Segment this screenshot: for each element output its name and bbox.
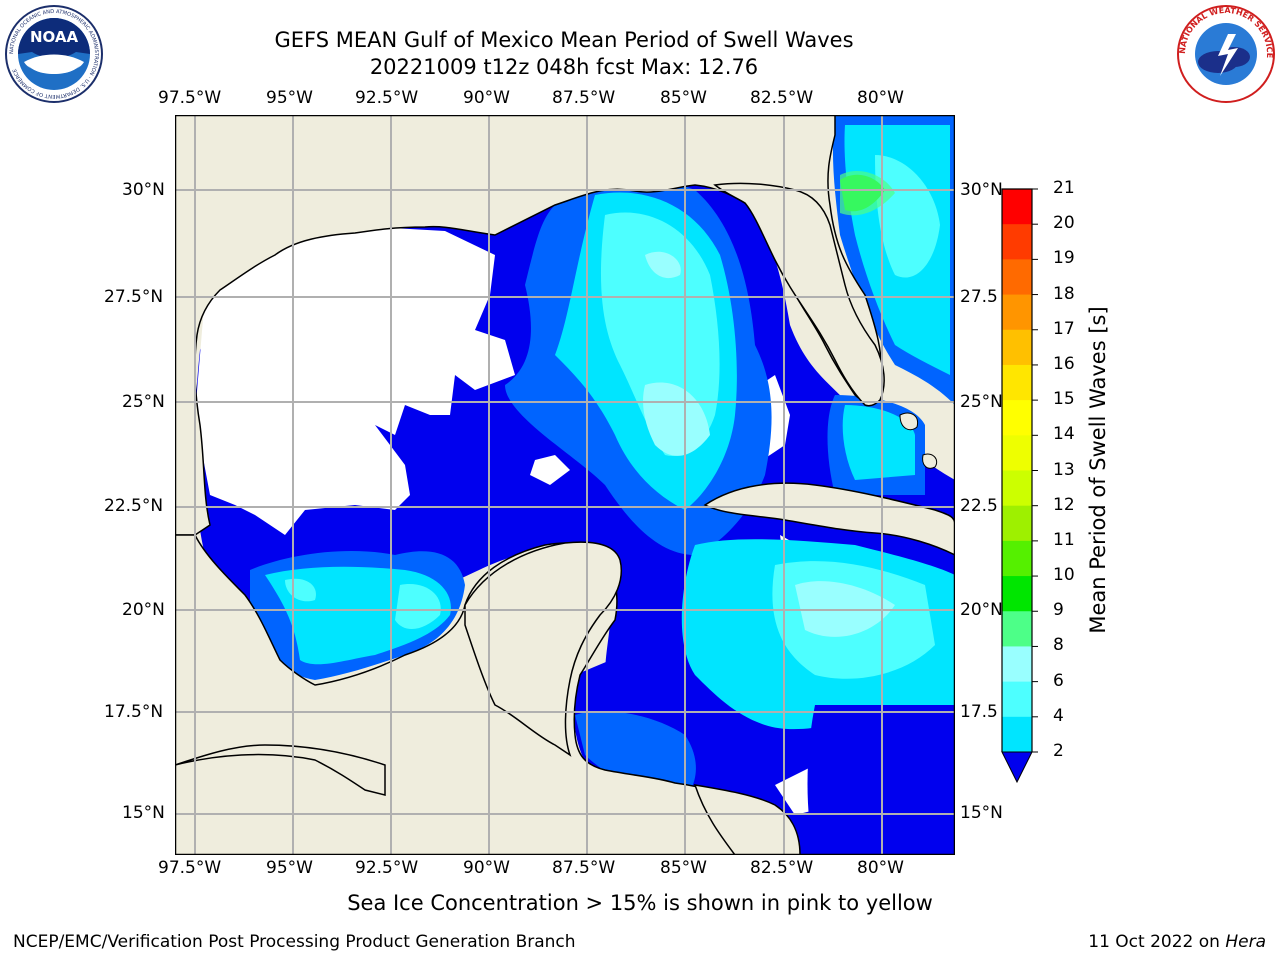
colorbar-segment [1002, 576, 1032, 612]
lon-tick-bottom: 87.5°W [552, 858, 616, 878]
colorbar-segment [1002, 505, 1032, 542]
lat-tick-right: 30°N [960, 180, 1003, 200]
lat-tick-right: 27.5 [960, 287, 998, 307]
lon-tick-top: 97.5°W [158, 88, 222, 108]
lat-tick-left: 17.5°N [104, 702, 164, 722]
lat-tick-left: 25°N [122, 392, 165, 412]
map-panel [175, 115, 955, 855]
colorbar-tick-label: 10 [1053, 565, 1075, 586]
colorbar-tick-label: 15 [1053, 389, 1075, 410]
colorbar-segment [1002, 716, 1032, 753]
lon-tick-top: 85°W [660, 88, 707, 108]
lat-tick-left: 22.5°N [104, 496, 164, 516]
colorbar-tick-label: 19 [1053, 248, 1075, 269]
colorbar-segment [1002, 400, 1032, 436]
cuba-land [703, 482, 955, 556]
lat-tick-left: 20°N [122, 600, 165, 620]
lon-tick-bottom: 97.5°W [158, 858, 222, 878]
colorbar-tick-label: 14 [1053, 424, 1075, 445]
run-date-text: 11 Oct 2022 on [1088, 932, 1226, 952]
lat-tick-right: 22.5 [960, 496, 998, 516]
colorbar-tick-label: 6 [1053, 670, 1064, 691]
western-gulf-no-data [195, 227, 515, 535]
colorbar-segment [1002, 540, 1032, 577]
lon-tick-top: 92.5°W [355, 88, 419, 108]
producer-credit: NCEP/EMC/Verification Post Processing Pr… [13, 932, 576, 952]
noaa-logo-text: NOAA [30, 28, 79, 46]
colorbar-segment [1002, 364, 1032, 401]
ice-note: Sea Ice Concentration > 15% is shown in … [347, 891, 933, 915]
colorbar-tick-label: 12 [1053, 494, 1075, 515]
colorbar-segment [1002, 189, 1032, 225]
colorbar-segment [1002, 329, 1032, 366]
colorbar-tick-label: 13 [1053, 459, 1075, 480]
lon-tick-top: 80°W [857, 88, 904, 108]
colorbar-tick-label: 2 [1053, 741, 1064, 761]
colorbar-extend-arrow [1001, 751, 1033, 784]
graticule [175, 115, 955, 855]
lat-tick-left: 15°N [122, 803, 165, 823]
colorbar-tick-label: 9 [1053, 600, 1064, 621]
florida-land [713, 182, 885, 407]
lon-tick-bottom: 92.5°W [355, 858, 419, 878]
honduras-land [693, 784, 801, 855]
run-date: 11 Oct 2022 on Hera [1088, 932, 1266, 952]
machine-name: Hera [1225, 932, 1266, 952]
colorbar-tick-label: 17 [1053, 318, 1075, 339]
colorbar-segment [1002, 435, 1032, 471]
colorbar-tick-label: 8 [1053, 635, 1064, 656]
colorbar-segment [1002, 646, 1032, 683]
colorbar-label-text: Mean Period of Swell Waves [s] [1086, 306, 1110, 634]
lat-tick-right: 20°N [960, 600, 1003, 620]
chart-title-line2: 20221009 t12z 048h fcst Max: 12.76 [369, 55, 759, 79]
lon-tick-bottom: 90°W [463, 858, 510, 878]
colorbar-segment [1002, 470, 1032, 507]
mexico-land [175, 534, 796, 855]
colorbar-segment [1002, 294, 1032, 331]
yucatan-land [464, 541, 622, 757]
colorbar-segment [1002, 224, 1032, 260]
lat-tick-right: 17.5 [960, 702, 998, 722]
colorbar-tick-label: 21 [1053, 178, 1075, 198]
lon-tick-bottom: 80°W [857, 858, 904, 878]
lon-tick-top: 87.5°W [552, 88, 616, 108]
lon-tick-top: 82.5°W [750, 88, 814, 108]
colorbar-tick-label: 16 [1053, 353, 1075, 374]
noaa-logo: NOAA NATIONAL OCEANIC AND ATMOSPHERIC AD… [5, 5, 103, 103]
colorbar [1001, 188, 1038, 784]
lat-tick-left: 30°N [122, 180, 165, 200]
colorbar-tick-label: 4 [1053, 705, 1064, 726]
colorbar-tick-label: 11 [1053, 529, 1075, 550]
lat-tick-right: 15°N [960, 803, 1003, 823]
lat-tick-left: 27.5°N [104, 287, 164, 307]
colorbar-segment [1002, 259, 1032, 296]
lon-tick-top: 95°W [266, 88, 313, 108]
lon-tick-top: 90°W [463, 88, 510, 108]
colorbar-segment [1002, 681, 1032, 718]
nws-logo: NATIONAL WEATHER SERVICE [1177, 5, 1275, 103]
lon-tick-bottom: 85°W [660, 858, 707, 878]
lon-tick-bottom: 95°W [266, 858, 313, 878]
colorbar-tick-label: 20 [1053, 213, 1075, 234]
lon-tick-bottom: 82.5°W [750, 858, 814, 878]
chart-title-line1: GEFS MEAN Gulf of Mexico Mean Period of … [274, 28, 854, 52]
lat-tick-right: 25°N [960, 392, 1003, 412]
colorbar-segment [1002, 611, 1032, 647]
colorbar-tick-label: 18 [1053, 283, 1075, 304]
